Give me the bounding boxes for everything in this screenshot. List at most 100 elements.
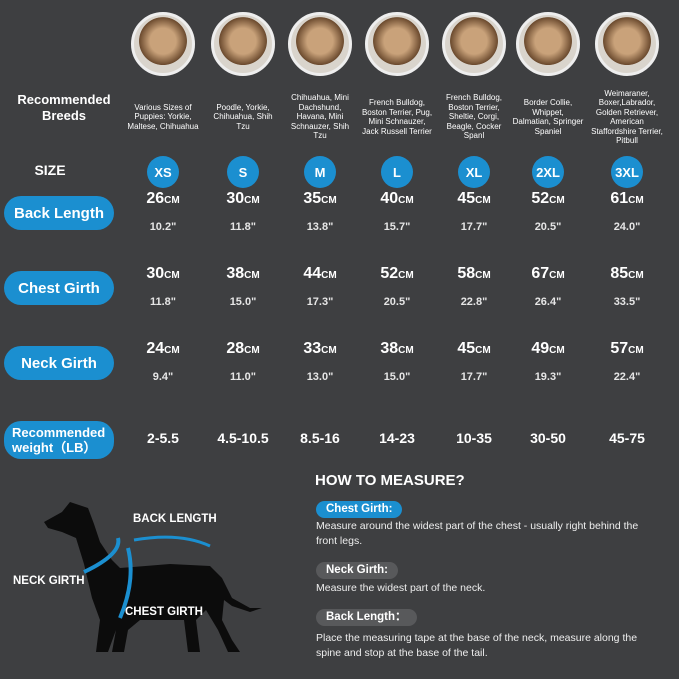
size-badge: M: [304, 156, 336, 188]
chest-girth-label: Chest Girth: [4, 271, 114, 305]
chest-inch: 15.0": [229, 296, 257, 308]
cm-unit: CM: [475, 345, 491, 356]
breed-list: Weimaraner, Boxer,Labrador, Golden Retri…: [591, 88, 663, 146]
cm-unit: CM: [549, 270, 565, 281]
chest-inch: 20.5": [383, 296, 411, 308]
back-inch: 11.8": [229, 221, 257, 233]
cm-unit: CM: [164, 270, 180, 281]
dog-photo: [288, 12, 352, 76]
neck-cm-value: 57: [610, 340, 629, 357]
breeds-header: Recommended Breeds: [17, 92, 111, 123]
neck-girth-label: Neck Girth: [4, 346, 114, 380]
back-cm: 40CM: [361, 190, 433, 208]
back-cm: 26CM: [127, 190, 199, 208]
size-badge: L: [381, 156, 413, 188]
neck-cm: 28CM: [207, 340, 279, 358]
neck-inch: 19.3": [534, 371, 562, 383]
back-inch: 20.5": [534, 221, 562, 233]
dog-photo: [595, 12, 659, 76]
neck-girth-line: [83, 537, 121, 574]
weight-value: 10-35: [456, 430, 492, 446]
neck-inch: 22.4": [613, 371, 641, 383]
breed-list: French Bulldog, Boston Terrier, Pug, Min…: [361, 98, 433, 136]
neck-cm: 38CM: [361, 340, 433, 358]
chest-cm-value: 38: [226, 265, 245, 282]
back-cm: 45CM: [438, 190, 510, 208]
cm-unit: CM: [164, 345, 180, 356]
cm-unit: CM: [628, 345, 644, 356]
weight-value: 2-5.5: [147, 430, 179, 446]
back-length-desc: Place the measuring tape at the base of …: [316, 632, 638, 659]
chest-inch: 22.8": [460, 296, 488, 308]
diagram-chest-label: CHEST GIRTH: [125, 606, 203, 618]
chest-girth-line: [118, 547, 133, 619]
size-badge: XS: [147, 156, 179, 188]
dog-silhouette: [44, 502, 262, 652]
back-inch: 17.7": [460, 221, 488, 233]
chest-cm: 44CM: [284, 265, 356, 283]
back-inch: 15.7": [383, 221, 411, 233]
chest-cm: 85CM: [591, 265, 663, 283]
cm-unit: CM: [475, 270, 491, 281]
chest-cm-value: 30: [146, 265, 165, 282]
back-cm-value: 26: [146, 190, 165, 207]
neck-cm-value: 28: [226, 340, 245, 357]
chest-cm: 30CM: [127, 265, 199, 283]
diagram-neck-label: NECK GIRTH: [13, 575, 85, 587]
back-cm-value: 35: [303, 190, 322, 207]
diagram-back-label: BACK LENGTH: [133, 513, 217, 525]
breed-list: Poodle, Yorkie, Chihuahua, Shih Tzu: [213, 102, 273, 131]
weight-value: 45-75: [609, 430, 645, 446]
breed-list: French Bulldog, Boston Terrier, Sheltie,…: [445, 93, 503, 141]
how-to-measure-title: HOW TO MEASURE?: [315, 472, 465, 489]
weight-value: 8.5-16: [300, 430, 340, 446]
back-cm: 61CM: [591, 190, 663, 208]
chest-inch: 26.4": [534, 296, 562, 308]
back-cm-value: 45: [457, 190, 476, 207]
neck-inch: 17.7": [460, 371, 488, 383]
chest-inch: 33.5": [613, 296, 641, 308]
chest-cm: 58CM: [438, 265, 510, 283]
dog-photo: [442, 12, 506, 76]
neck-cm-value: 45: [457, 340, 476, 357]
neck-cm: 57CM: [591, 340, 663, 358]
back-cm-value: 52: [531, 190, 550, 207]
chest-cm-value: 85: [610, 265, 629, 282]
chest-cm: 67CM: [512, 265, 584, 283]
neck-cm: 45CM: [438, 340, 510, 358]
weight-value: 30-50: [530, 430, 566, 446]
chest-inch: 17.3": [306, 296, 334, 308]
dog-photo: [516, 12, 580, 76]
dog-photo: [211, 12, 275, 76]
neck-cm-value: 24: [146, 340, 165, 357]
back-length-tag: Back Length：: [316, 609, 417, 626]
chest-cm-value: 58: [457, 265, 476, 282]
size-badge: S: [227, 156, 259, 188]
neck-cm: 49CM: [512, 340, 584, 358]
neck-inch: 9.4": [152, 371, 174, 383]
cm-unit: CM: [164, 195, 180, 206]
cm-unit: CM: [398, 345, 414, 356]
neck-girth-tag: Neck Girth:: [316, 562, 398, 579]
back-cm-value: 61: [610, 190, 629, 207]
neck-girth-desc: Measure the widest part of the neck.: [316, 582, 486, 594]
weight-value: 4.5-10.5: [217, 430, 269, 446]
neck-cm-value: 38: [380, 340, 399, 357]
breed-list: Border Collie, Whippet, Dalmatian, Sprin…: [512, 98, 584, 136]
back-inch: 10.2": [149, 221, 177, 233]
size-badge: 2XL: [532, 156, 564, 188]
cm-unit: CM: [549, 195, 565, 206]
neck-cm-value: 49: [531, 340, 550, 357]
neck-inch: 11.0": [229, 371, 257, 383]
back-inch: 24.0": [613, 221, 641, 233]
chest-cm: 52CM: [361, 265, 433, 283]
dog-photo: [365, 12, 429, 76]
chest-inch: 11.8": [149, 296, 177, 308]
cm-unit: CM: [321, 345, 337, 356]
size-badge: 3XL: [611, 156, 643, 188]
size-header: SIZE: [34, 162, 66, 178]
cm-unit: CM: [244, 270, 260, 281]
weight-label: Recommended weight（LB）: [4, 421, 114, 459]
breed-list: Various Sizes of Puppies: Yorkie, Maltes…: [127, 102, 199, 131]
chest-cm-value: 67: [531, 265, 550, 282]
